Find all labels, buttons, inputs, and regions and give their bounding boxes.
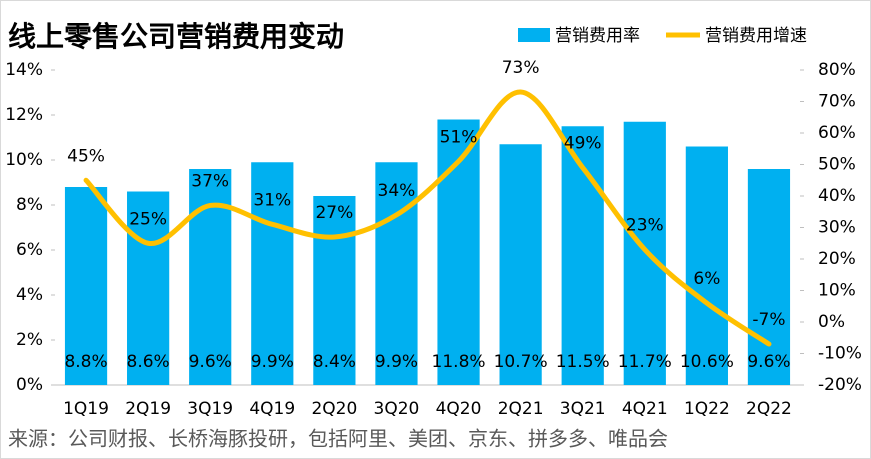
y2-tick-label: 10% xyxy=(818,281,856,301)
data-label: 9.9% xyxy=(251,352,294,372)
x-tick-label: 3Q20 xyxy=(374,399,420,419)
y-tick-label: 10% xyxy=(5,150,43,170)
data-label: 25% xyxy=(129,209,167,229)
x-tick-label: 1Q19 xyxy=(63,399,109,419)
y2-tick-label: 40% xyxy=(818,186,856,206)
y2-tick-label: 30% xyxy=(818,218,856,238)
bar xyxy=(685,146,728,385)
legend-label: 营销费用率 xyxy=(555,26,640,46)
bar xyxy=(375,162,418,385)
data-label: 8.8% xyxy=(64,352,107,372)
data-label: 9.6% xyxy=(189,352,232,372)
y2-tick-label: 20% xyxy=(818,249,856,269)
bar xyxy=(64,187,108,385)
legend-swatch xyxy=(518,28,550,42)
bar xyxy=(127,191,170,385)
x-tick-label: 3Q19 xyxy=(187,399,233,419)
data-label: 23% xyxy=(626,216,664,236)
data-label: 11.7% xyxy=(618,352,672,372)
y2-tick-label: 70% xyxy=(818,92,856,112)
bar xyxy=(747,169,791,385)
data-label: 8.4% xyxy=(313,352,356,372)
data-label: 11.5% xyxy=(556,352,610,372)
chart-title: 线上零售公司营销费用变动 xyxy=(8,20,344,53)
data-label: 10.7% xyxy=(494,352,548,372)
data-label: 9.9% xyxy=(375,352,418,372)
y2-tick-label: 80% xyxy=(818,60,856,80)
x-tick-label: 2Q21 xyxy=(498,399,544,419)
data-label: 31% xyxy=(253,190,291,210)
y2-tick-label: -10% xyxy=(818,344,862,364)
y-tick-label: 12% xyxy=(5,105,43,125)
y-tick-label: 14% xyxy=(5,60,43,80)
data-label: 6% xyxy=(693,269,720,289)
data-label: 37% xyxy=(191,171,229,191)
data-label: 11.8% xyxy=(432,352,486,372)
x-tick-label: 2Q22 xyxy=(746,399,792,419)
y2-tick-label: 60% xyxy=(818,123,856,143)
x-tick-label: 1Q22 xyxy=(684,399,730,419)
data-label: 45% xyxy=(67,146,105,166)
data-label: 8.6% xyxy=(127,352,170,372)
y-tick-label: 0% xyxy=(16,375,43,395)
legend-label: 营销费用增速 xyxy=(705,26,807,46)
x-tick-label: 3Q21 xyxy=(560,399,606,419)
y2-tick-label: 0% xyxy=(818,312,845,332)
x-tick-label: 2Q19 xyxy=(125,399,171,419)
bar xyxy=(251,162,294,385)
y-tick-label: 2% xyxy=(16,330,43,350)
bar xyxy=(623,121,666,385)
bar xyxy=(499,144,542,385)
data-label: 10.6% xyxy=(680,352,734,372)
bar xyxy=(313,196,356,385)
data-label: 34% xyxy=(378,181,416,201)
data-label: -7% xyxy=(752,310,785,330)
line xyxy=(83,89,772,347)
source-note: 来源：公司财报、长桥海豚投研，包括阿里、美团、京东、拼多多、唯品会 xyxy=(8,427,668,451)
x-tick-label: 4Q20 xyxy=(436,399,482,419)
y2-tick-label: -20% xyxy=(818,375,862,395)
data-label: 73% xyxy=(502,58,540,78)
data-label: 49% xyxy=(564,134,602,154)
x-tick-label: 4Q19 xyxy=(249,399,295,419)
data-label: 51% xyxy=(440,127,478,147)
x-tick-label: 2Q20 xyxy=(311,399,357,419)
x-tick-label: 4Q21 xyxy=(622,399,668,419)
y-tick-label: 4% xyxy=(16,285,43,305)
y2-tick-label: 50% xyxy=(818,155,856,175)
y-tick-label: 8% xyxy=(16,195,43,215)
y-tick-label: 6% xyxy=(16,240,43,260)
data-label: 9.6% xyxy=(747,352,790,372)
data-label: 27% xyxy=(315,203,353,223)
